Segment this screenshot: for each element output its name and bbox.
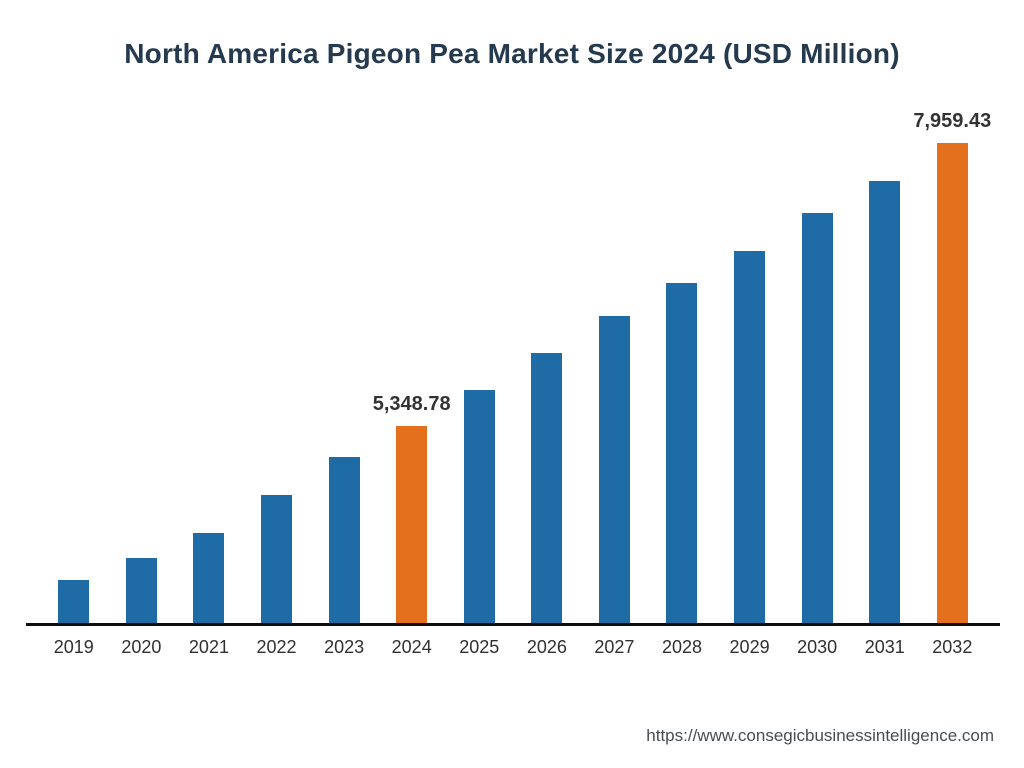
bar-2020 xyxy=(125,558,157,623)
bar-slot xyxy=(513,353,581,623)
bar-2028 xyxy=(666,283,698,623)
bar-slot xyxy=(40,580,108,623)
bar-2027 xyxy=(598,316,630,623)
bar-2021 xyxy=(193,533,225,623)
bar-2024 xyxy=(396,426,428,623)
bar-slot xyxy=(581,316,649,623)
bar-slot xyxy=(108,558,176,623)
bar-slot xyxy=(243,495,311,623)
bar-2022 xyxy=(261,495,293,623)
chart-title: North America Pigeon Pea Market Size 202… xyxy=(124,38,900,69)
bar-slot xyxy=(648,283,716,623)
x-axis-tick-label: 2029 xyxy=(729,637,770,657)
source-url: https://www.consegicbusinessintelligence… xyxy=(646,726,994,745)
bar-2026 xyxy=(531,353,563,623)
bar-2031 xyxy=(869,181,901,623)
x-axis-tick-label: 2025 xyxy=(459,637,500,657)
x-axis-tick-label: 2031 xyxy=(864,637,905,657)
x-axis-tick-label: 2020 xyxy=(121,637,162,657)
bar-slot xyxy=(851,181,919,623)
bar-2029 xyxy=(734,251,766,623)
bar-2023 xyxy=(328,457,360,623)
x-axis-tick-label: 2032 xyxy=(932,637,973,657)
x-axis-tick-label: 2023 xyxy=(324,637,365,657)
x-axis-tick-label: 2027 xyxy=(594,637,635,657)
bar-2030 xyxy=(801,213,833,623)
bars-container: 5,348.78 7,959.43 xyxy=(26,110,1000,626)
bar-2025 xyxy=(463,390,495,623)
x-axis-tick-label: 2019 xyxy=(53,637,94,657)
bar-slot: 5,348.78 xyxy=(373,393,451,623)
bar-slot xyxy=(716,251,784,623)
bar-slot xyxy=(310,457,378,623)
bar-slot xyxy=(783,213,851,623)
bar-value-label: 7,959.43 xyxy=(913,110,992,132)
x-axis: 2019 2020 2021 2022 2023 2024 2025 2026 2027 2028… xyxy=(26,637,1000,658)
bar-value-label: 5,348.78 xyxy=(372,393,451,415)
bar-slot: 7,959.43 xyxy=(913,110,991,623)
plot-area: 5,348.78 7,959.43 2019 2020 2021 2022 2023 202… xyxy=(26,110,1000,658)
x-axis-tick-label: 2022 xyxy=(256,637,297,657)
bar-2019 xyxy=(58,580,90,623)
x-axis-tick-label: 2026 xyxy=(526,637,567,657)
x-axis-tick-label: 2030 xyxy=(797,637,838,657)
x-axis-tick-label: 2024 xyxy=(391,637,432,657)
bar-slot xyxy=(445,390,513,623)
x-axis-tick-label: 2028 xyxy=(661,637,703,657)
x-axis-tick-label: 2021 xyxy=(188,637,229,657)
bar-2032 xyxy=(936,143,968,623)
bar-slot xyxy=(175,533,243,623)
